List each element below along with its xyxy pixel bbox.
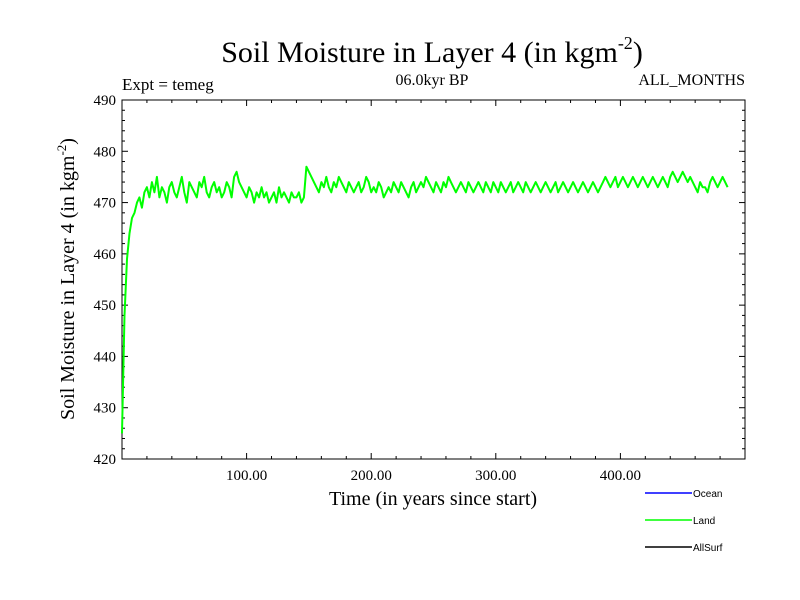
y-axis-label-close: ) [57, 138, 79, 145]
legend-label-ocean: Ocean [693, 489, 722, 500]
y-axis-label-main: Soil Moisture in Layer 4 (in kgm [57, 155, 79, 420]
y-tick-labels: 420 430 440 450 460 470 480 490 [94, 93, 117, 468]
y-tick-label: 440 [94, 349, 117, 365]
series-line-land [121, 165, 729, 434]
chart-title-close: ) [633, 36, 643, 69]
plot-frame [121, 99, 746, 460]
x-tick-label: 400.00 [600, 468, 641, 484]
y-tick-label: 450 [94, 298, 117, 314]
legend: Ocean Land AllSurf [645, 489, 723, 554]
x-tick-label: 300.00 [475, 468, 516, 484]
y-tick-label: 480 [94, 144, 117, 160]
x-tick-label: 100.00 [226, 468, 267, 484]
subtitle-left: Expt = temeg [122, 75, 214, 94]
legend-label-allsurf: AllSurf [693, 543, 723, 554]
chart-title: Soil Moisture in Layer 4 (in kgm-2) [221, 33, 643, 69]
legend-label-land: Land [693, 516, 715, 527]
y-tick-label: 490 [94, 93, 117, 109]
y-tick-label: 460 [94, 247, 117, 263]
chart-title-main: Soil Moisture in Layer 4 (in kgm [221, 36, 618, 69]
chart-title-superscript: -2 [618, 33, 633, 53]
x-tick-labels: 100.00 200.00 300.00 400.00 [226, 468, 641, 484]
series-group [121, 165, 729, 434]
y-axis-label-superscript: -2 [54, 145, 69, 156]
y-tick-label: 420 [94, 452, 117, 468]
subtitle-center: 06.0kyr BP [396, 72, 469, 89]
y-axis-label: Soil Moisture in Layer 4 (in kgm-2) [54, 138, 79, 420]
x-axis-label: Time (in years since start) [329, 488, 537, 510]
axis-ticks [122, 99, 745, 460]
subtitle-right: ALL_MONTHS [638, 72, 745, 89]
y-tick-label: 430 [94, 401, 117, 417]
x-tick-label: 200.00 [351, 468, 392, 484]
y-tick-label: 470 [94, 196, 117, 212]
